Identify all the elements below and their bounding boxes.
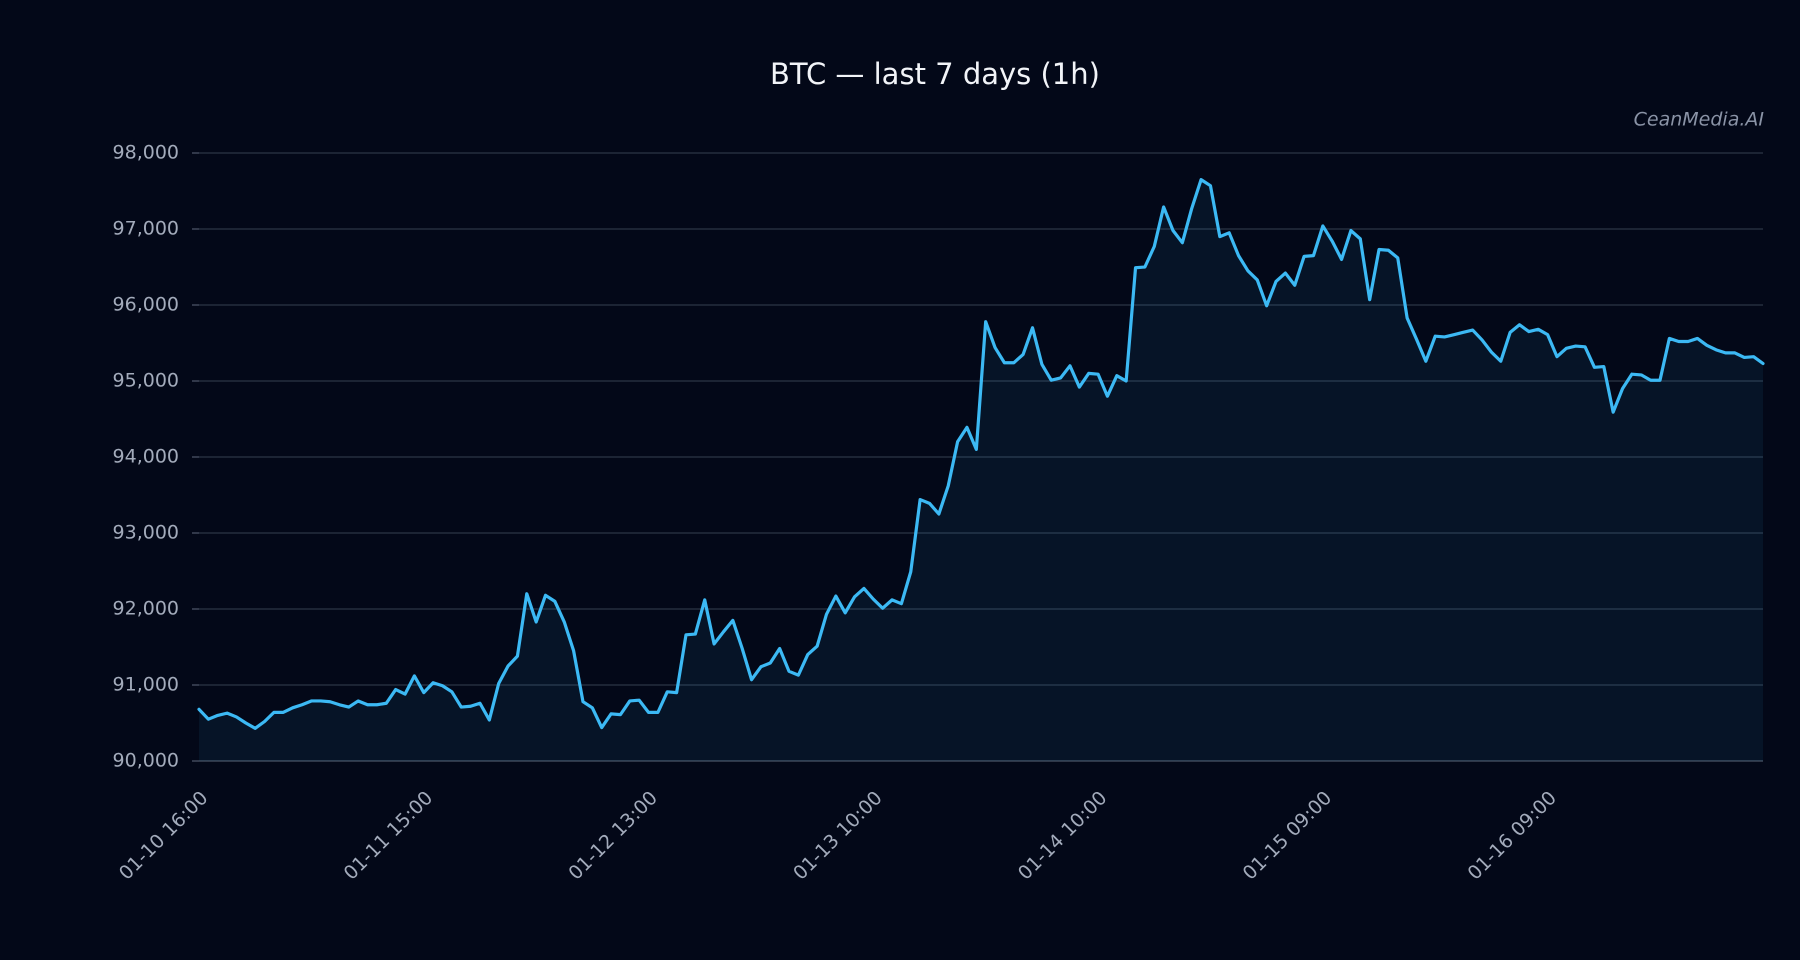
y-tick-label: 96,000 (113, 294, 179, 316)
line (197, 178, 1765, 730)
y-tick-label: 94,000 (113, 446, 179, 468)
area (199, 179, 1763, 762)
y-tick-label: 95,000 (113, 370, 179, 392)
y-tick-label: 92,000 (113, 598, 179, 620)
y-tick-label: 91,000 (113, 674, 179, 696)
y-tick-label: 93,000 (113, 522, 179, 544)
y-tick-label: 98,000 (113, 142, 179, 164)
chart-title: BTC — last 7 days (1h) (770, 57, 1100, 91)
y-tick-label: 97,000 (113, 218, 179, 240)
watermark: CeanMedia.AI (1634, 109, 1765, 131)
y-tick-label: 90,000 (113, 750, 179, 772)
